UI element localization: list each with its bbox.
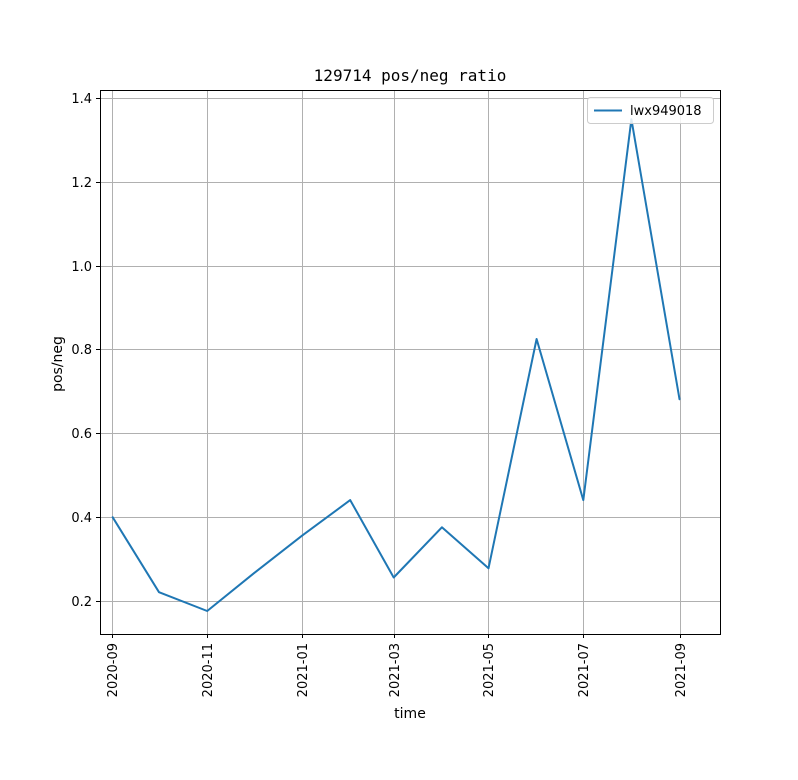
data-point bbox=[253, 572, 255, 574]
x-tick-label: 2021-09 bbox=[674, 643, 689, 697]
data-point bbox=[679, 399, 681, 401]
x-tick-label: 2021-03 bbox=[388, 643, 403, 697]
data-point bbox=[393, 576, 395, 579]
y-tick-label: 1.4 bbox=[71, 92, 92, 107]
data-point bbox=[582, 499, 584, 501]
data-point bbox=[206, 610, 208, 612]
data-point bbox=[536, 338, 538, 340]
chart-title: 129714 pos/neg ratio bbox=[314, 66, 507, 85]
x-tick-label: 2021-07 bbox=[577, 643, 592, 697]
y-tick-label: 0.6 bbox=[71, 427, 92, 442]
x-axis-label: time bbox=[394, 706, 426, 722]
x-tick-label: 2020-09 bbox=[106, 643, 121, 697]
data-point bbox=[158, 591, 160, 593]
data-point bbox=[487, 567, 490, 569]
y-axis-label: pos/neg bbox=[50, 336, 66, 392]
x-tick-label: 2021-01 bbox=[296, 643, 311, 697]
data-point bbox=[301, 535, 303, 537]
x-tick-label: 2021-05 bbox=[482, 643, 497, 697]
y-tick-label: 1.2 bbox=[71, 176, 92, 191]
y-tick-label: 0.4 bbox=[71, 511, 92, 526]
y-tick-label: 1.0 bbox=[71, 260, 92, 275]
data-point bbox=[441, 526, 443, 528]
legend-box bbox=[587, 97, 714, 124]
legend-label: lwx949018 bbox=[630, 104, 702, 119]
plot-area-frame bbox=[100, 90, 721, 635]
series-line bbox=[111, 118, 681, 612]
legend: lwx949018 bbox=[587, 97, 714, 124]
y-axis-ticks: 0.2 0.4 0.6 0.8 1.0 1.2 1.4 bbox=[71, 92, 100, 610]
grid-lines bbox=[100, 90, 720, 634]
x-axis-ticks: 2020-09 2020-11 2021-01 2021-03 2021-05 2021-… bbox=[106, 634, 689, 697]
data-point bbox=[111, 516, 113, 518]
x-tick-label: 2020-11 bbox=[201, 643, 216, 697]
y-tick-label: 0.8 bbox=[71, 343, 92, 358]
y-tick-label: 0.2 bbox=[71, 595, 92, 610]
series-layer bbox=[111, 118, 681, 612]
data-point bbox=[349, 499, 351, 501]
